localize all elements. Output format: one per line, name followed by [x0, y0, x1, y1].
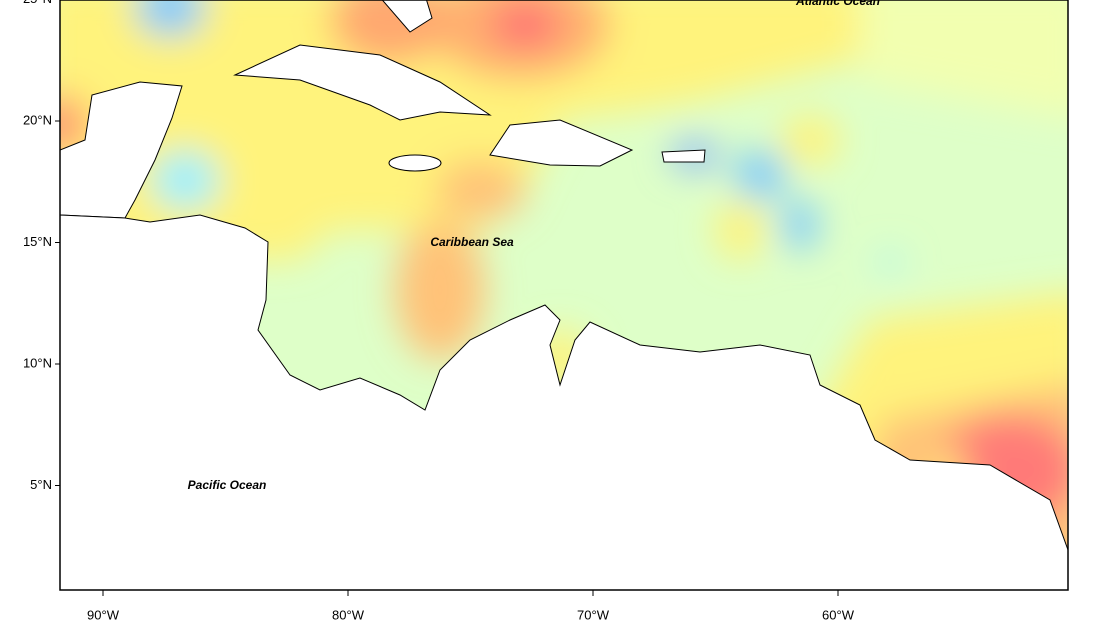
lon-tick-label: 90°W [87, 607, 120, 622]
puerto-rico [661, 149, 706, 163]
ocean-label: Caribbean Sea [430, 235, 514, 249]
florida [381, 0, 433, 33]
lat-tick-label: 10°N [23, 355, 52, 370]
cuba [233, 44, 492, 121]
lat-tick-label: 25°N [23, 0, 52, 6]
lon-tick-label: 80°W [332, 607, 365, 622]
lat-tick-label: 15°N [23, 234, 52, 249]
hispaniola [489, 119, 634, 167]
lat-tick-label: 5°N [30, 477, 52, 492]
field [60, 0, 1068, 590]
ocean-label: Atlantic Ocean [795, 0, 880, 8]
lon-tick-label: 60°W [822, 607, 855, 622]
jamaica [388, 154, 442, 172]
ocean-label: Pacific Ocean [188, 478, 267, 492]
lat-tick-label: 20°N [23, 112, 52, 127]
lon-tick-label: 70°W [577, 607, 610, 622]
mainland [60, 214, 1068, 590]
frame [59, 0, 1069, 591]
